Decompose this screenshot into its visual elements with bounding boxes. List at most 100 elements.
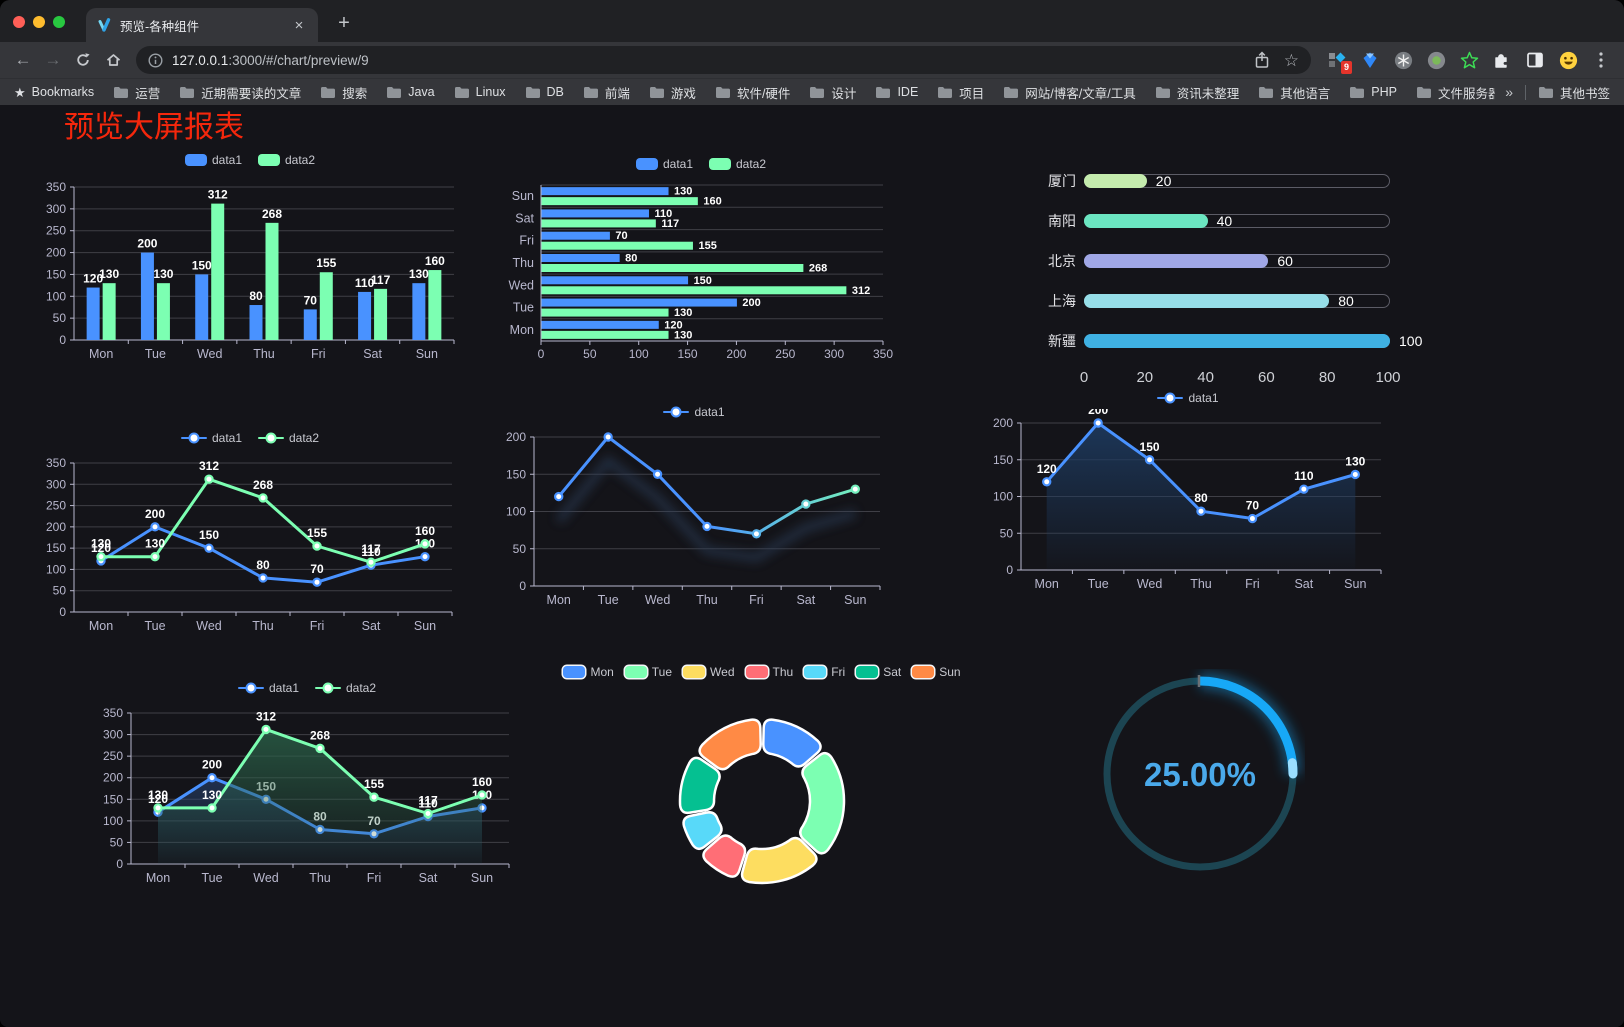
legend-item[interactable]: Mon	[563, 665, 614, 679]
multi-line-area-chart[interactable]: data1 data2 0 50 100 150 200 250 300 350 Mon Tue Wed…	[95, 677, 519, 891]
legend-item[interactable]: data1	[180, 431, 242, 445]
bookmark-folder-label: 文件服务器	[1437, 86, 1496, 101]
legend-item[interactable]: data2	[258, 431, 319, 445]
bookmark-folder[interactable]: Java	[386, 85, 435, 99]
bookmark-folder[interactable]: 运营	[113, 83, 160, 102]
bookmark-folder[interactable]: DB	[525, 85, 564, 99]
legend-item[interactable]: data2	[709, 157, 766, 171]
legend-item[interactable]: data1	[184, 153, 242, 167]
svg-text:312: 312	[256, 709, 276, 723]
legend-item[interactable]: data1	[237, 681, 299, 695]
clipper-star-extension-icon[interactable]	[1459, 50, 1479, 70]
record-extension-icon[interactable]	[1426, 50, 1446, 70]
tab-close-icon[interactable]: ×	[294, 16, 304, 34]
reload-button[interactable]	[68, 45, 98, 75]
bookmark-folder[interactable]: 设计	[809, 83, 856, 102]
bookmark-folder[interactable]: 近期需要读的文章	[179, 83, 301, 102]
legend-item[interactable]: Thu	[745, 665, 793, 679]
share-icon[interactable]	[1254, 51, 1270, 69]
address-bar[interactable]: 127.0.0.1:3000/#/chart/preview/9 ☆	[136, 46, 1311, 74]
progress-track[interactable]: 60	[1084, 254, 1390, 268]
gradient-line-chart[interactable]: data1 0 50 100 150 200 Mon Tue Wed Thu Fri Sat Sun	[498, 401, 890, 613]
legend-line-marker-icon	[237, 682, 264, 694]
line-dual-area-canvas[interactable]: 0 50 100 150 200 250 300 350 Mon Tue Wed Thu Fri Sat S…	[95, 699, 519, 891]
bookmark-folder[interactable]: 其他语言	[1258, 83, 1330, 102]
url-text[interactable]: 127.0.0.1:3000/#/chart/preview/9	[172, 53, 1244, 68]
multi-line-chart[interactable]: data1 data2 0 50 100 150 200 250 300 350 Mon Tue Wed…	[38, 427, 462, 639]
site-info-icon[interactable]	[148, 52, 163, 68]
chart-legend[interactable]: data1 data2	[38, 149, 462, 171]
legend-item[interactable]: data2	[315, 681, 376, 695]
gauge-chart[interactable]: 25.00%	[1095, 669, 1305, 881]
bookmark-folder[interactable]: 前端	[583, 83, 630, 102]
chart-legend[interactable]: data1 data2	[505, 153, 897, 175]
area-line-chart[interactable]: data1 0 50 100 150 200 Mon Tue Wed Thu Fri Sat Sun 12…	[985, 387, 1391, 597]
chart-legend[interactable]: data1	[498, 401, 890, 423]
folder-icon	[454, 86, 469, 98]
grouped-bar-chart[interactable]: data1 data2 0 50 100 150 200 250 300 350 Mon Tue Wed…	[38, 149, 462, 367]
bookmark-folder[interactable]: 搜索	[320, 83, 367, 102]
bookmark-folder[interactable]: IDE	[875, 85, 918, 99]
legend-item[interactable]: Sat	[856, 665, 901, 679]
stats-extension-icon[interactable]: 9	[1327, 50, 1352, 74]
progress-track[interactable]: 20	[1084, 174, 1390, 188]
home-button[interactable]	[98, 45, 128, 75]
gauge-canvas[interactable]: 25.00%	[1095, 669, 1305, 881]
zoom-window-button[interactable]	[53, 16, 65, 28]
donut-canvas[interactable]	[566, 683, 958, 893]
close-window-button[interactable]	[13, 16, 25, 28]
line-gradient-canvas[interactable]: 0 50 100 150 200 Mon Tue Wed Thu Fri Sat Sun	[498, 423, 890, 613]
chart-legend[interactable]: data1 data2	[38, 427, 462, 449]
bookmark-folder[interactable]: 资讯未整理	[1155, 83, 1239, 102]
new-tab-button[interactable]: +	[338, 12, 350, 34]
bookmarks-manager-item[interactable]: ★ Bookmarks	[14, 85, 94, 99]
line-area-canvas[interactable]: 0 50 100 150 200 Mon Tue Wed Thu Fri Sat Sun 120 200 1…	[985, 409, 1391, 597]
bookmark-folder[interactable]: 游戏	[649, 83, 696, 102]
bookmark-folder[interactable]: 文件服务器	[1416, 83, 1495, 102]
line-dual-canvas[interactable]: 0 50 100 150 200 250 300 350 Mon Tue Wed Thu Fri Sat S…	[38, 449, 462, 639]
legend-swatch-icon	[745, 666, 768, 678]
legend-item[interactable]: Wed	[683, 665, 735, 679]
legend-item[interactable]: data1	[1157, 391, 1219, 405]
progress-track[interactable]: 40	[1084, 214, 1390, 228]
legend-item[interactable]: Sun	[912, 665, 961, 679]
other-bookmarks-item[interactable]: 其他书签	[1538, 83, 1610, 102]
legend-item[interactable]: data2	[258, 153, 315, 167]
legend-item[interactable]: data1	[663, 405, 725, 419]
gem-extension-icon[interactable]	[1360, 50, 1380, 70]
bar-vertical-canvas[interactable]: 0 50 100 150 200 250 300 350 Mon Tue Wed Thu Fri Sat S…	[38, 171, 462, 367]
browser-menu-button[interactable]	[1586, 45, 1616, 75]
minimize-window-button[interactable]	[33, 16, 45, 28]
progress-label: 上海	[1048, 293, 1076, 309]
snowflake-extension-icon[interactable]	[1393, 50, 1413, 70]
progress-bar-chart[interactable]: 厦门 20 南阳 40 北京 60 上海 80 新疆 100 0 20 40 60 80 100	[1040, 161, 1430, 401]
bookmark-folder[interactable]: 项目	[937, 83, 984, 102]
progress-track[interactable]: 80	[1084, 294, 1390, 308]
sidebar-extension-icon[interactable]	[1525, 50, 1545, 70]
bookmarks-overflow-button[interactable]: »	[1505, 84, 1513, 100]
bookmark-star-icon[interactable]: ☆	[1283, 50, 1299, 70]
chart-legend[interactable]: data1 data2	[95, 677, 519, 699]
browser-tab[interactable]: 预览-各种组件 ×	[86, 8, 318, 42]
bookmark-folder[interactable]: 网站/博客/文章/工具	[1003, 83, 1136, 102]
chart-legend[interactable]: data1	[985, 387, 1391, 409]
bookmark-folder[interactable]: PHP	[1349, 85, 1397, 99]
legend-swatch-icon	[804, 666, 827, 678]
progress-track[interactable]: 100	[1084, 334, 1422, 348]
svg-text:268: 268	[809, 263, 827, 275]
emoji-extension-icon[interactable]	[1558, 50, 1578, 70]
back-button[interactable]: ←	[14, 50, 32, 69]
puzzle-extensions-icon[interactable]	[1492, 50, 1512, 70]
progress-fill	[1084, 294, 1330, 308]
donut-chart[interactable]: Mon Tue Wed Thu Fri Sat Sun	[563, 661, 961, 893]
chart-legend[interactable]: Mon Tue Wed Thu Fri Sat Sun	[563, 661, 961, 683]
svg-text:100: 100	[993, 490, 1013, 504]
legend-item[interactable]: Tue	[624, 665, 672, 679]
forward-button[interactable]: →	[44, 50, 62, 69]
bookmark-folder[interactable]: Linux	[454, 85, 506, 99]
horizontal-bar-chart[interactable]: data1 data2 0 50 100 150 200 250 300 350 Sun 130 160…	[505, 153, 897, 368]
bookmark-folder[interactable]: 软件/硬件	[715, 83, 790, 102]
legend-item[interactable]: Fri	[804, 665, 845, 679]
legend-item[interactable]: data1	[635, 157, 693, 171]
